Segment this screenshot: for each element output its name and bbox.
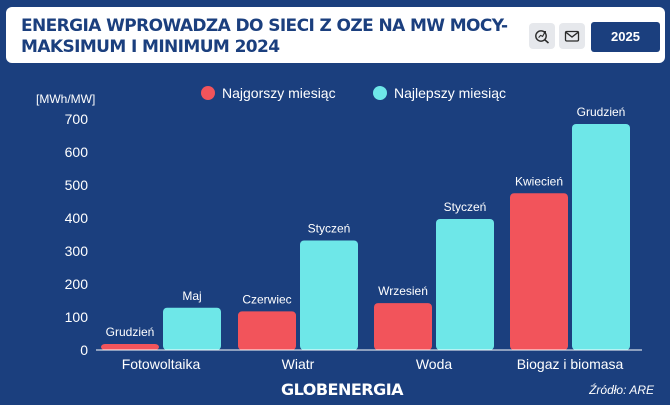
y-axis-label: [MWh/MW] [36, 92, 95, 106]
bar-data-label: Styczeń [444, 200, 487, 214]
mail-icon [564, 30, 580, 42]
bar-best [300, 240, 358, 350]
y-tick-label: 500 [65, 177, 89, 193]
y-tick-label: 400 [65, 210, 89, 226]
legend-marker [373, 86, 387, 100]
x-tick-label: Fotowoltaika [122, 356, 201, 372]
bar-data-label: Kwiecień [515, 174, 563, 188]
y-tick-label: 300 [65, 243, 89, 259]
y-tick-label: 0 [80, 342, 88, 358]
header-card: ENERGIA WPROWADZA DO SIECI Z OZE NA MW M… [6, 7, 665, 63]
chart-title-line-1: ENERGIA WPROWADZA DO SIECI Z OZE NA MW M… [21, 16, 508, 36]
bar-data-label: Grudzień [106, 325, 155, 339]
bar-data-label: Maj [182, 289, 201, 303]
bar-worst [374, 303, 432, 350]
bar-worst [101, 344, 159, 350]
legend-marker [201, 86, 215, 100]
chart-title-line-2: MAKSIMUM I MINIMUM 2024 [21, 37, 280, 57]
mail-button[interactable] [559, 23, 585, 49]
year-button[interactable]: 2025 [591, 22, 660, 52]
bar-worst [510, 193, 568, 350]
bar-best [163, 307, 221, 350]
y-axis-ticks: 0 100 200 300 400 500 600 700 [65, 111, 89, 358]
bar-data-label: Styczeń [308, 221, 351, 235]
x-tick-label: Wiatr [282, 356, 315, 372]
search-chart-button[interactable] [529, 23, 555, 49]
y-tick-label: 600 [65, 144, 89, 160]
search-chart-icon [535, 30, 550, 44]
bar-best [572, 123, 630, 350]
source-note: Źródło: ARE [588, 382, 655, 397]
x-axis-ticks: Fotowoltaika Wiatr Woda Biogaz i biomasa [122, 356, 624, 372]
y-tick-label: 200 [65, 276, 89, 292]
y-tick-label: 700 [65, 111, 89, 127]
brand-logo: GLOBENERGIA [281, 380, 404, 399]
chart-title: ENERGIA WPROWADZA DO SIECI Z OZE NA MW M… [21, 16, 521, 58]
bars: Grudzień Maj Czerwiec Styczeń Wrzesień Stycze… [96, 105, 642, 351]
x-tick-label: Woda [416, 356, 453, 372]
bar-data-label: Czerwiec [242, 292, 291, 306]
y-tick-label: 100 [65, 309, 89, 325]
bar-best [436, 218, 494, 350]
x-tick-label: Biogaz i biomasa [517, 356, 624, 372]
bar-data-label: Wrzesień [378, 284, 428, 298]
bar-data-label: Grudzień [577, 105, 626, 119]
legend-label: Najlepszy miesiąc [394, 85, 506, 101]
legend: Najgorszy miesiąc Najlepszy miesiąc [201, 85, 506, 101]
legend-label: Najgorszy miesiąc [222, 85, 336, 101]
bar-worst [238, 311, 296, 350]
